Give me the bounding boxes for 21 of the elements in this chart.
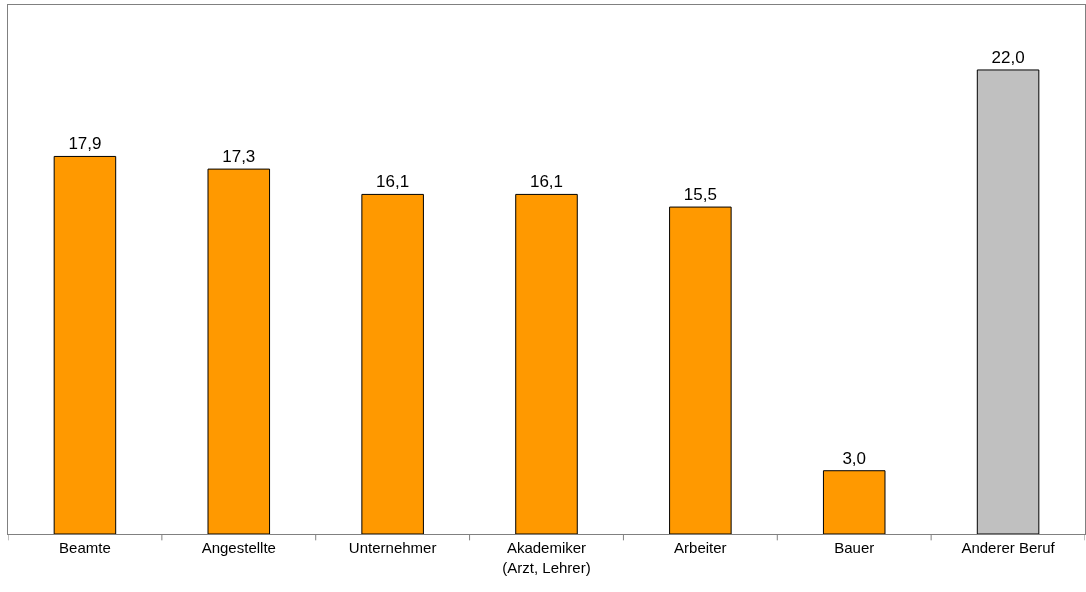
x-tick-label: Beamte [59, 539, 111, 556]
x-tick-label: Arbeiter [674, 539, 727, 556]
data-label: 16,1 [529, 172, 564, 192]
data-label: 17,3 [222, 147, 256, 167]
data-label: 3,0 [842, 448, 867, 468]
x-tick-label: Anderer Beruf [961, 539, 1056, 556]
bar [669, 206, 732, 534]
x-tick-label: Akademiker (Arzt, Lehrer) [502, 539, 591, 576]
bar [207, 168, 271, 534]
data-label: 17,9 [68, 134, 102, 154]
bar [53, 155, 117, 534]
x-tick-label: Angestellte [201, 539, 276, 556]
bar [361, 193, 424, 534]
data-label: 15,5 [683, 185, 717, 205]
x-tick-label: Unternehmer [348, 539, 437, 556]
data-label: 22,0 [991, 47, 1025, 67]
data-label: 16,1 [376, 172, 410, 192]
x-tick-label: Bauer [834, 539, 875, 556]
bar [822, 470, 886, 534]
bar [976, 69, 1040, 534]
bar [515, 193, 578, 534]
